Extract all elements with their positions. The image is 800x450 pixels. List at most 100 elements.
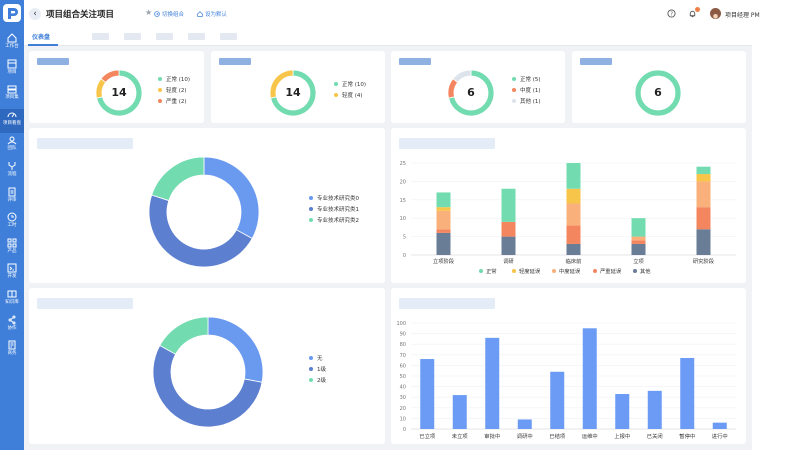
- donut-slice[interactable]: [151, 156, 205, 202]
- legend-item[interactable]: 专业技术研究类0: [309, 194, 359, 205]
- bar-segment[interactable]: [566, 188, 581, 204]
- bar-segment[interactable]: [436, 232, 451, 255]
- home-icon: [7, 33, 17, 43]
- bar[interactable]: [550, 371, 565, 429]
- star-icon[interactable]: ★: [145, 8, 153, 17]
- stage-stacked-bar-card: 0 5 10 15 20 25 立项阶段 调研 临床前 立项 研究阶段 正常 轻度延误 中度延误 严重延误 其…: [391, 128, 746, 283]
- sidebar-item-share[interactable]: 协作: [0, 314, 24, 338]
- bar[interactable]: [452, 395, 467, 429]
- legend-item[interactable]: 1级: [309, 365, 326, 376]
- sidebar-item-home[interactable]: 工作台: [0, 32, 24, 56]
- bar-segment[interactable]: [696, 166, 711, 175]
- bar[interactable]: [647, 390, 662, 429]
- bar[interactable]: [517, 419, 532, 429]
- y-tick-label: 10: [400, 216, 406, 222]
- bar[interactable]: [680, 357, 695, 429]
- sidebar-item-label: 开发: [7, 274, 17, 280]
- summary-donut-slice[interactable]: [269, 69, 294, 99]
- legend-item: 轻度 (2): [158, 86, 190, 97]
- sidebar-item-dashboard[interactable]: 项目看盘: [0, 108, 24, 133]
- bar-segment[interactable]: [696, 207, 711, 230]
- donut-slice[interactable]: [207, 316, 264, 383]
- bar-segment[interactable]: [436, 229, 451, 233]
- y-tick-label: 60: [400, 363, 406, 369]
- legend-item[interactable]: 无: [309, 354, 326, 365]
- bar-segment[interactable]: [631, 218, 646, 237]
- legend-item[interactable]: 2级: [309, 376, 326, 387]
- legend-item[interactable]: 专业技术研究类2: [309, 216, 359, 227]
- sidebar-item-label: 工作台: [5, 44, 19, 49]
- help-icon[interactable]: ?: [667, 9, 676, 18]
- status-bar-chart: 0 10 20 30 40 50 60 70 80 90 100 已立项 未立项 审批中 调研中 已结项 运维中…: [396, 321, 736, 440]
- bar-segment[interactable]: [436, 210, 451, 230]
- legend-label[interactable]: 其他: [640, 267, 651, 275]
- sidebar-item-business[interactable]: 商务: [0, 339, 24, 363]
- summary-donut-slice[interactable]: [452, 69, 472, 83]
- bar-segment[interactable]: [696, 174, 711, 182]
- bar-segment[interactable]: [436, 192, 451, 208]
- x-tick-label: 调研: [503, 257, 514, 265]
- donut-slice[interactable]: [148, 194, 253, 268]
- legend-label[interactable]: 严重延误: [600, 267, 622, 275]
- tab-dashboard[interactable]: 仪表盘: [32, 34, 51, 41]
- sidebar-item-dev[interactable]: 开发: [0, 262, 24, 286]
- sidebar-item-book[interactable]: 知识库: [0, 288, 24, 312]
- sidebar-item-program[interactable]: 项目集: [0, 83, 24, 107]
- summary-donut-slice[interactable]: [100, 69, 120, 83]
- sidebar-item-project[interactable]: 项目: [0, 58, 24, 82]
- app-logo[interactable]: [3, 4, 21, 22]
- bar-segment[interactable]: [566, 163, 581, 189]
- tab-placeholder[interactable]: [124, 33, 141, 40]
- donut-slice[interactable]: [159, 316, 209, 355]
- sidebar-item-product[interactable]: 产品: [0, 237, 24, 261]
- clock-icon: [7, 212, 17, 222]
- bar-segment[interactable]: [566, 225, 581, 244]
- bar-segment[interactable]: [631, 243, 646, 255]
- legend-label[interactable]: 轻度延误: [519, 267, 541, 275]
- tab-placeholder[interactable]: [92, 33, 109, 40]
- tab-bar: 仪表盘: [24, 28, 752, 46]
- legend-item[interactable]: 专业技术研究类1: [309, 205, 359, 216]
- bar[interactable]: [712, 422, 727, 429]
- bar-segment[interactable]: [696, 229, 711, 255]
- donut-slice[interactable]: [203, 156, 260, 240]
- switch-portfolio-link[interactable]: 切换组合: [154, 10, 184, 18]
- x-tick-label: 上报中: [614, 432, 630, 440]
- tab-placeholder[interactable]: [156, 33, 173, 40]
- bar[interactable]: [420, 359, 435, 429]
- bar-segment[interactable]: [501, 221, 516, 237]
- bar[interactable]: [582, 328, 597, 429]
- legend-item: 中度 (1): [512, 86, 541, 97]
- y-tick-label: 90: [400, 332, 406, 338]
- tab-placeholder[interactable]: [188, 33, 205, 40]
- sidebar-item-review[interactable]: 评审: [0, 186, 24, 210]
- bar-segment[interactable]: [501, 236, 516, 255]
- bar[interactable]: [615, 394, 630, 429]
- legend-label[interactable]: 正常: [486, 267, 497, 275]
- sidebar-item-label: 项目看盘: [3, 120, 21, 126]
- bar-segment[interactable]: [696, 181, 711, 208]
- bell-icon[interactable]: [688, 9, 697, 18]
- bar-segment[interactable]: [436, 207, 451, 211]
- sidebar-item-clock[interactable]: 工时: [0, 211, 24, 235]
- set-default-link[interactable]: 设为默认: [197, 10, 227, 18]
- y-tick-label: 15: [400, 198, 406, 204]
- bar[interactable]: [485, 337, 500, 429]
- user-name[interactable]: 项目经理 PM: [725, 12, 760, 19]
- summary-donut-slice[interactable]: [634, 69, 682, 117]
- bar-segment[interactable]: [631, 236, 646, 241]
- avatar[interactable]: [710, 8, 721, 19]
- sidebar-item-flow[interactable]: 流程: [0, 160, 24, 184]
- bar-segment[interactable]: [566, 203, 581, 226]
- donut-slice[interactable]: [152, 344, 263, 428]
- x-tick-label: 已结项: [549, 432, 566, 440]
- legend-label[interactable]: 中度延误: [559, 267, 581, 275]
- bar-segment[interactable]: [566, 243, 581, 255]
- team-icon: [7, 136, 17, 145]
- bar-segment[interactable]: [501, 188, 516, 222]
- bar-segment[interactable]: [631, 240, 646, 244]
- book-icon: [7, 290, 17, 298]
- back-button[interactable]: ‹: [29, 8, 41, 20]
- tab-placeholder[interactable]: [220, 33, 237, 40]
- sidebar-item-team[interactable]: 团队: [0, 134, 24, 158]
